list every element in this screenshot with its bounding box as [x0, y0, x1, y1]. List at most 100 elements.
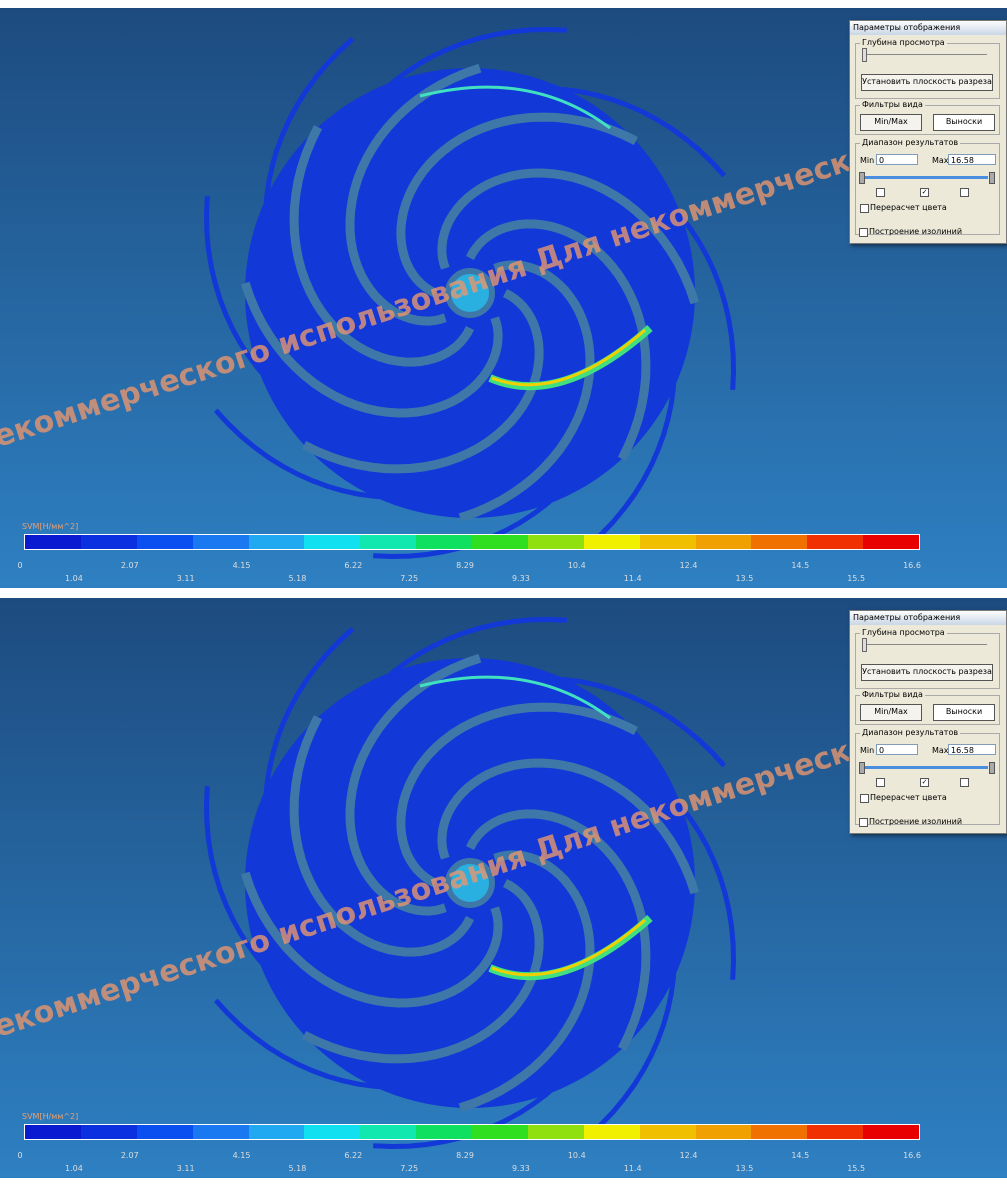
group-label: Глубина просмотра: [860, 628, 947, 637]
checkbox[interactable]: [876, 778, 885, 787]
range-slider[interactable]: [862, 766, 988, 769]
recalc-label: Перерасчет цвета: [870, 793, 947, 802]
colorbar-tick-label: 12.4: [680, 561, 698, 570]
colorbar-tick-label: 4.15: [233, 561, 251, 570]
max-input[interactable]: 16.58: [948, 744, 996, 755]
legend-title: SVM[Н/мм^2]: [22, 522, 78, 531]
range-thumb-left[interactable]: [859, 172, 865, 184]
isolines-label: Построение изолиний: [869, 227, 962, 236]
colorbar-segment: [304, 535, 360, 549]
colorbar-segment: [193, 1125, 249, 1139]
colorbar-tick-label: 11.4: [624, 1164, 642, 1173]
checkbox[interactable]: [860, 794, 869, 803]
colorbar-segment: [863, 1125, 919, 1139]
range-thumb-right[interactable]: [989, 762, 995, 774]
colorbar-tick-label: 5.18: [288, 1164, 306, 1173]
colorbar-tick-label: 0: [17, 1151, 22, 1160]
group-label: Фильтры вида: [860, 100, 925, 109]
callouts-button[interactable]: Выноски: [933, 114, 995, 131]
checkbox[interactable]: ✓: [920, 188, 929, 197]
max-label: Max: [932, 156, 949, 165]
checkbox[interactable]: ✓: [920, 778, 929, 787]
depth-slider[interactable]: [862, 644, 987, 645]
colorbar-segment: [696, 535, 752, 549]
colorbar-tick-label: 13.5: [735, 1164, 753, 1173]
display-settings-dialog: Параметры отображенияГлубина просмотраУс…: [849, 610, 1007, 834]
checkbox[interactable]: [859, 228, 868, 237]
dialog-title: Параметры отображения: [850, 21, 1006, 35]
range-group: Диапазон результатовMin0Max16.58✓Перерас…: [855, 143, 1000, 235]
group-label: Диапазон результатов: [860, 728, 960, 737]
colorbar-segment: [528, 1125, 584, 1139]
colorbar-segment: [751, 1125, 807, 1139]
colorbar-tick-label: 0: [17, 561, 22, 570]
viewport: некоммерческого использования Для некомм…: [0, 598, 1007, 1178]
colorbar-segment: [807, 535, 863, 549]
colorbar-tick-label: 2.07: [121, 1151, 139, 1160]
colorbar-tick-label: 9.33: [512, 574, 530, 583]
colorbar-segment: [584, 1125, 640, 1139]
colorbar-segment: [528, 535, 584, 549]
colorbar-tick-label: 5.18: [288, 574, 306, 583]
colorbar-tick-label: 3.11: [177, 1164, 195, 1173]
colorbar-tick-label: 12.4: [680, 1151, 698, 1160]
colorbar-tick-label: 14.5: [791, 1151, 809, 1160]
colorbar-tick-label: 8.29: [456, 561, 474, 570]
min-label: Min: [860, 746, 874, 755]
minmax-button[interactable]: Min/Max: [860, 114, 922, 131]
colorbar-segment: [81, 1125, 137, 1139]
depth-slider[interactable]: [862, 54, 987, 55]
colorbar-tick-label: 1.04: [65, 574, 83, 583]
max-label: Max: [932, 746, 949, 755]
colorbar: [24, 534, 920, 550]
colorbar-segment: [360, 1125, 416, 1139]
checkbox[interactable]: [860, 204, 869, 213]
checkbox[interactable]: [876, 188, 885, 197]
max-input[interactable]: 16.58: [948, 154, 996, 165]
checkbox[interactable]: [960, 188, 969, 197]
colorbar-segment: [249, 1125, 305, 1139]
callouts-button[interactable]: Выноски: [933, 704, 995, 721]
recalc-label: Перерасчет цвета: [870, 203, 947, 212]
range-thumb-left[interactable]: [859, 762, 865, 774]
colorbar-segment: [304, 1125, 360, 1139]
colorbar: [24, 1124, 920, 1140]
range-slider[interactable]: [862, 176, 988, 179]
colorbar-segment: [25, 1125, 81, 1139]
colorbar-tick-label: 16.6: [903, 561, 921, 570]
colorbar-segment: [137, 1125, 193, 1139]
colorbar-segment: [863, 535, 919, 549]
colorbar-tick-label: 7.25: [400, 1164, 418, 1173]
checkbox[interactable]: [859, 818, 868, 827]
colorbar-tick-label: 9.33: [512, 1164, 530, 1173]
colorbar-tick-label: 4.15: [233, 1151, 251, 1160]
min-input[interactable]: 0: [876, 154, 918, 165]
min-label: Min: [860, 156, 874, 165]
depth-group: Глубина просмотраУстановить плоскость ра…: [855, 43, 1000, 99]
colorbar-segment: [584, 535, 640, 549]
depth-slider-thumb[interactable]: [862, 638, 867, 652]
colorbar-segment: [751, 535, 807, 549]
colorbar-segment: [472, 535, 528, 549]
colorbar-tick-label: 13.5: [735, 574, 753, 583]
checkbox[interactable]: [960, 778, 969, 787]
section-button[interactable]: Установить плоскость разреза: [861, 74, 993, 91]
colorbar-segment: [640, 1125, 696, 1139]
colorbar-segment: [807, 1125, 863, 1139]
colorbar-tick-label: 15.5: [847, 574, 865, 583]
section-button[interactable]: Установить плоскость разреза: [861, 664, 993, 681]
range-group: Диапазон результатовMin0Max16.58✓Перерас…: [855, 733, 1000, 825]
colorbar-tick-label: 7.25: [400, 574, 418, 583]
depth-slider-thumb[interactable]: [862, 48, 867, 62]
minmax-button[interactable]: Min/Max: [860, 704, 922, 721]
colorbar-tick-label: 10.4: [568, 1151, 586, 1160]
colorbar-tick-label: 14.5: [791, 561, 809, 570]
colorbar-segment: [640, 535, 696, 549]
range-thumb-right[interactable]: [989, 172, 995, 184]
colorbar-tick-label: 1.04: [65, 1164, 83, 1173]
colorbar-segment: [25, 535, 81, 549]
min-input[interactable]: 0: [876, 744, 918, 755]
